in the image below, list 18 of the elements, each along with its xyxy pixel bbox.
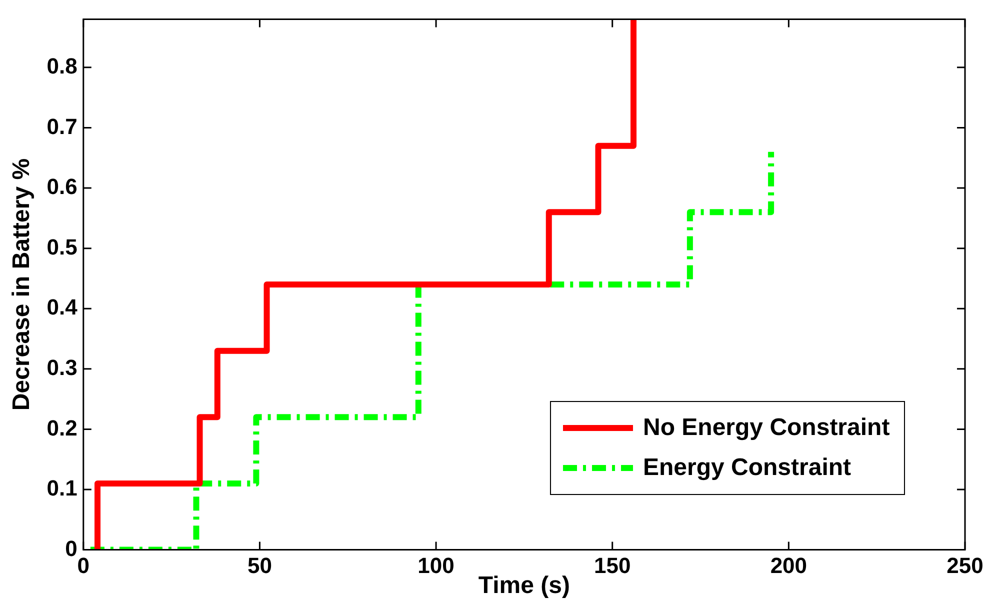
x-tick-label: 150 [594, 553, 631, 578]
y-axis-title: Decrease in Battery % [8, 158, 36, 411]
y-tick-label: 0.7 [46, 114, 78, 139]
legend-label: Energy Constraint [643, 454, 852, 482]
y-tick-label: 0 [65, 536, 78, 561]
y-tick-label: 0.8 [46, 54, 78, 78]
x-tick-label: 50 [247, 553, 272, 578]
y-tick-label: 0.1 [46, 476, 78, 501]
y-tick-label: 0.6 [46, 174, 78, 200]
y-tick-label: 0.2 [46, 415, 78, 440]
y-tick-label: 0.4 [46, 294, 78, 320]
x-tick-label: 250 [946, 553, 984, 578]
y-tick-label: 0.3 [46, 354, 78, 380]
x-tick-label: 100 [418, 553, 454, 578]
legend-label: No Energy Constraint [643, 414, 890, 442]
y-tick-label: 0.5 [46, 234, 78, 260]
x-tick-label: 200 [770, 553, 808, 578]
x-axis-title: Time (s) [478, 572, 570, 600]
